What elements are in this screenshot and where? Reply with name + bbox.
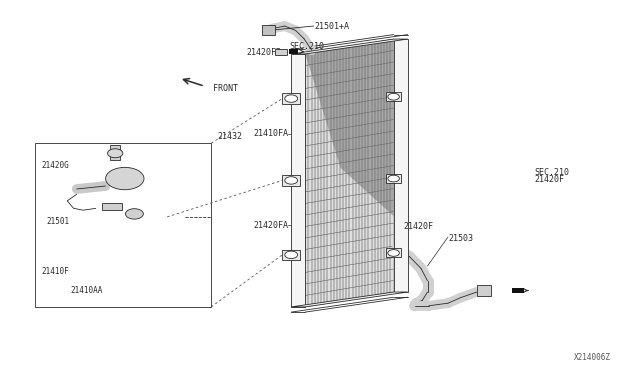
Bar — [282, 175, 300, 186]
Bar — [282, 250, 300, 260]
Bar — [102, 203, 122, 210]
Text: 21410AA: 21410AA — [70, 286, 103, 295]
Text: 21420FA: 21420FA — [253, 221, 288, 230]
Bar — [35, 143, 211, 307]
Text: SEC.210: SEC.210 — [289, 42, 324, 51]
Bar — [110, 145, 120, 160]
Text: X214006Z: X214006Z — [574, 353, 611, 362]
Circle shape — [285, 95, 298, 102]
Text: 21420F: 21420F — [534, 175, 564, 184]
Polygon shape — [305, 39, 394, 307]
Polygon shape — [394, 39, 408, 292]
Text: 21420F: 21420F — [403, 222, 433, 231]
Text: 21420FB: 21420FB — [246, 48, 282, 57]
Bar — [262, 25, 275, 35]
Text: SEC.210: SEC.210 — [534, 169, 570, 177]
Bar — [386, 92, 401, 101]
Circle shape — [285, 177, 298, 184]
Text: 21410F: 21410F — [42, 267, 69, 276]
Circle shape — [106, 167, 144, 190]
Polygon shape — [305, 39, 394, 216]
Polygon shape — [291, 54, 305, 307]
Text: 21501: 21501 — [47, 217, 70, 226]
Circle shape — [388, 250, 399, 256]
Text: FRONT: FRONT — [213, 84, 238, 93]
Polygon shape — [291, 292, 408, 307]
Bar — [282, 93, 300, 104]
Circle shape — [285, 251, 298, 259]
Text: 21503: 21503 — [448, 234, 473, 243]
Bar — [386, 174, 401, 183]
Bar — [477, 285, 491, 296]
Polygon shape — [291, 39, 408, 54]
Bar — [512, 288, 524, 293]
Bar — [275, 49, 287, 55]
Text: 21432: 21432 — [218, 132, 243, 141]
Bar — [289, 49, 298, 54]
Text: 21420G: 21420G — [42, 161, 69, 170]
Bar — [386, 248, 401, 257]
Circle shape — [388, 93, 399, 100]
Circle shape — [388, 175, 399, 182]
Circle shape — [108, 149, 123, 158]
Text: 21501+A: 21501+A — [315, 22, 350, 31]
Text: 21410FA: 21410FA — [253, 129, 288, 138]
Circle shape — [125, 209, 143, 219]
